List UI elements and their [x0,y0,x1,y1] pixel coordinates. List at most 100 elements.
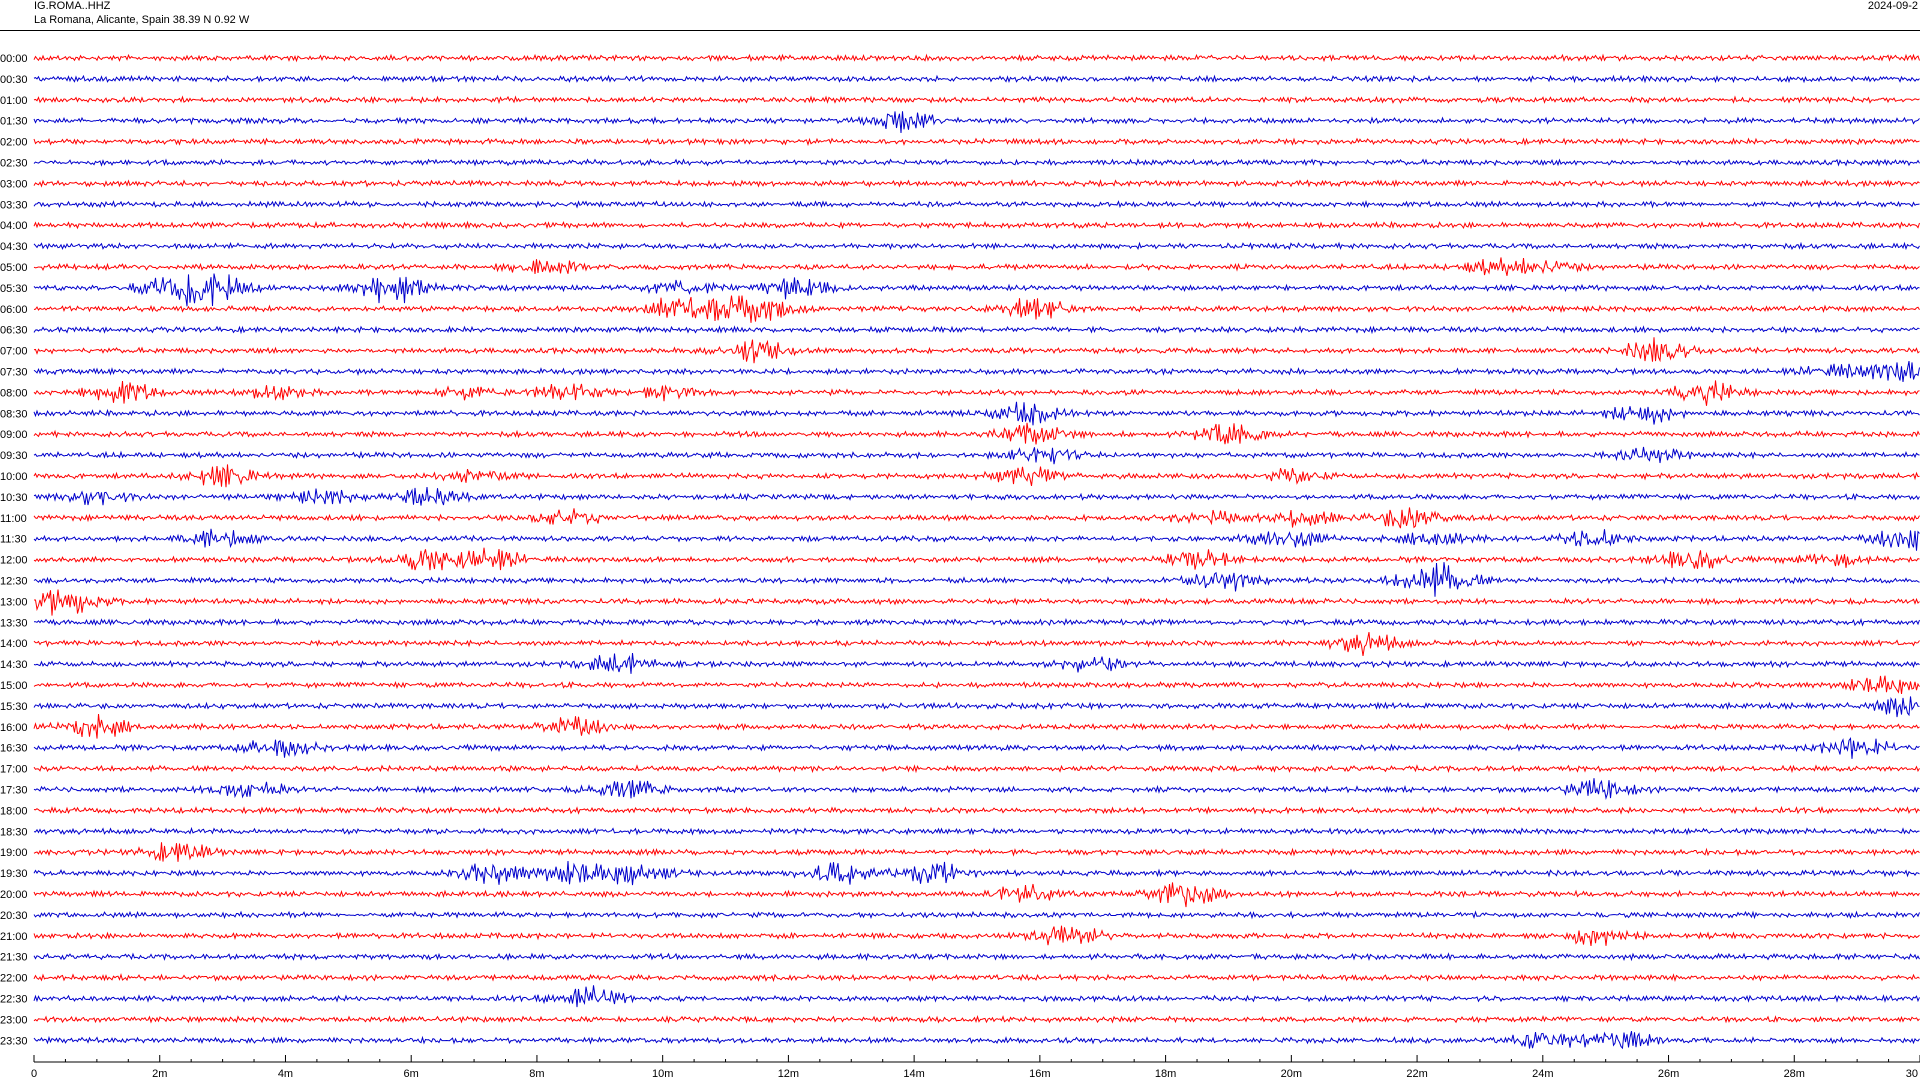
trace-1700 [33,764,1920,774]
trace-0100 [33,95,1920,105]
trace-1500 [33,675,1920,695]
trace-1100 [33,507,1920,529]
trace-group [33,53,1920,1050]
row-label: 15:30 [0,701,28,713]
trace-0730 [33,361,1920,382]
x-tick-label: 26m [1658,1068,1679,1080]
row-label: 11:00 [0,513,27,525]
trace-1330 [34,617,1920,627]
row-label-group: 00:00 00:30 01:00 01:30 02:00 02:30 03:00 03:30… [0,53,28,1047]
row-label: 12:00 [0,555,28,567]
trace-1530 [33,696,1920,718]
row-label: 16:30 [0,743,28,755]
trace-1630 [33,737,1920,759]
trace-1930 [33,861,1920,886]
trace-2100 [33,925,1920,947]
row-label: 05:00 [0,262,28,274]
trace-0200 [33,137,1920,147]
row-label: 09:30 [0,450,28,462]
x-tick-label: 8m [529,1068,544,1080]
trace-2130 [33,952,1920,962]
row-label: 09:00 [0,429,28,441]
row-label: 11:30 [0,534,27,546]
row-label: 04:30 [0,241,28,253]
row-label: 01:30 [0,116,28,128]
row-label: 00:00 [0,53,28,65]
row-label: 21:00 [0,931,28,943]
trace-0400 [33,220,1920,230]
station-location: La Romana, Alicante, Spain 38.39 N 0.92 … [34,14,250,26]
header-divider [0,30,1920,31]
x-tick-label: 22m [1406,1068,1427,1080]
trace-0930 [33,446,1920,465]
row-label: 17:00 [0,764,28,776]
trace-0230 [33,158,1920,167]
row-label: 12:30 [0,576,28,588]
row-label: 00:30 [0,74,28,86]
x-tick-label: 24m [1532,1068,1553,1080]
trace-1830 [33,826,1920,836]
trace-2330 [33,1031,1920,1050]
row-label: 04:00 [0,220,28,232]
trace-0800 [33,380,1920,406]
row-label: 15:00 [0,680,28,692]
x-tick-label: 14m [903,1068,924,1080]
x-tick-label: 16m [1029,1068,1050,1080]
row-label: 23:00 [0,1014,28,1026]
trace-1730 [33,778,1920,801]
trace-0330 [33,199,1920,209]
row-label: 22:00 [0,973,28,985]
row-label: 18:00 [0,805,28,817]
row-label: 02:00 [0,137,28,149]
row-label: 13:00 [0,596,28,608]
row-label: 02:30 [0,158,28,170]
row-label: 03:00 [0,178,28,190]
row-label: 17:30 [0,785,28,797]
row-label: 06:00 [0,304,28,316]
row-label: 18:30 [0,826,28,838]
trace-1430 [33,652,1920,674]
trace-0700 [33,337,1920,364]
row-label: 05:30 [0,283,28,295]
x-tick-label: 10m [652,1068,673,1080]
x-tick-label: 0 [31,1068,37,1080]
trace-1200 [33,547,1920,571]
row-label: 23:30 [0,1035,28,1047]
trace-0000 [33,53,1920,63]
trace-0530 [33,273,1920,307]
row-label: 20:30 [0,910,28,922]
trace-1030 [33,487,1920,506]
row-label: 19:00 [0,847,28,859]
row-label: 21:30 [0,952,28,964]
x-tick-label: 20m [1281,1068,1302,1080]
row-label: 01:00 [0,95,28,107]
row-label: 14:00 [0,638,28,650]
trace-1800 [33,805,1920,815]
trace-0030 [33,74,1920,84]
row-label: 03:30 [0,199,28,211]
x-tick-label: 6m [404,1068,419,1080]
trace-2000 [33,882,1920,908]
row-label: 10:00 [0,471,28,483]
row-label: 20:00 [0,889,28,901]
station-code: IG.ROMA..HHZ [34,0,111,12]
x-tick-label: 30 [1906,1068,1918,1080]
row-label: 07:30 [0,367,28,379]
row-label: 14:30 [0,659,28,671]
trace-0600 [33,295,1920,323]
row-label: 10:30 [0,492,28,504]
trace-0430 [33,241,1920,251]
row-label: 19:30 [0,868,28,880]
row-label: 07:00 [0,346,28,358]
record-date: 2024-09-2 [1867,0,1918,12]
row-label: 06:30 [0,325,28,337]
row-label: 08:30 [0,408,28,420]
trace-2230 [33,985,1920,1008]
trace-1600 [33,714,1920,739]
trace-0900 [33,422,1920,445]
trace-1300 [33,589,1920,616]
x-tick-label: 28m [1784,1068,1805,1080]
row-label: 08:00 [0,387,28,399]
x-tick-label: 12m [778,1068,799,1080]
